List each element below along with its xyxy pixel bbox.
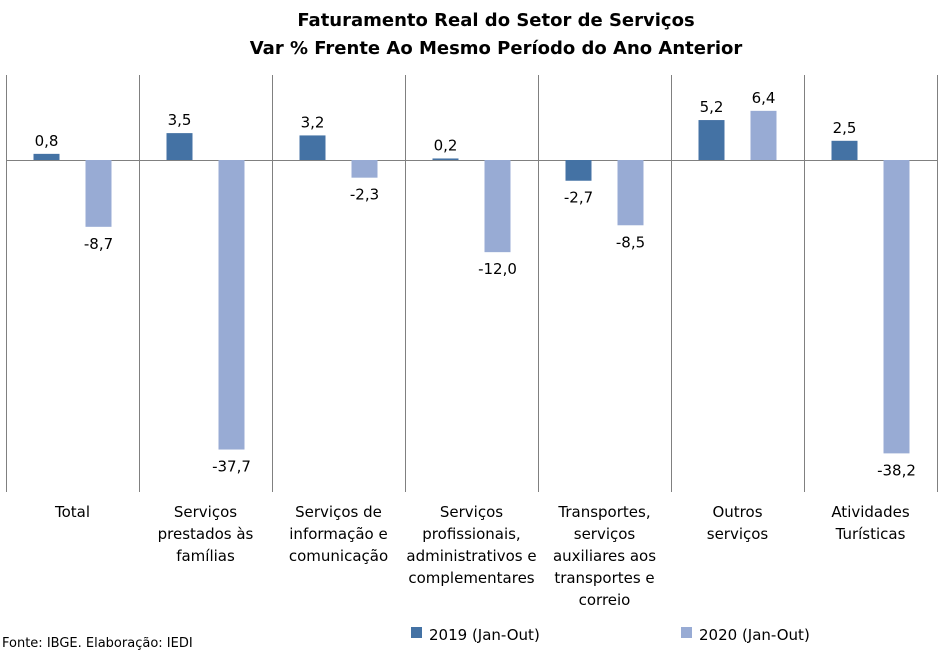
- data-label: 5,2: [700, 98, 724, 116]
- category-label-line: Outros: [712, 503, 762, 521]
- data-label: -37,7: [212, 458, 251, 476]
- data-label: 6,4: [752, 89, 776, 107]
- category-label-line: comunicação: [289, 547, 388, 565]
- category-label: Transportes, serviços auxiliares aos transp…: [553, 503, 656, 609]
- category-label-line: correio: [579, 591, 631, 609]
- category-label-line: prestados às: [158, 525, 254, 543]
- category-label: Serviços prestados às famílias: [158, 503, 254, 565]
- data-label: 0,8: [35, 132, 59, 150]
- category-label: Serviços profissionais, administrativos e c…: [406, 503, 536, 587]
- bar-2019: [33, 153, 60, 160]
- source-note: Fonte: IBGE. Elaboração: IEDI: [2, 636, 193, 651]
- data-label: -12,0: [478, 260, 517, 278]
- bar-2019: [432, 158, 459, 160]
- bar-2019: [698, 120, 725, 160]
- bar-2020: [617, 160, 644, 226]
- data-label: -2,7: [564, 189, 593, 207]
- legend-label: 2019 (Jan-Out): [429, 626, 540, 644]
- data-label: -38,2: [877, 461, 916, 479]
- bar-2020: [351, 160, 378, 178]
- data-label: 3,2: [301, 113, 325, 131]
- category-label: Outros serviços: [707, 503, 769, 543]
- data-label: -8,7: [84, 235, 113, 253]
- bar-2020: [883, 160, 910, 454]
- chart-subtitle: Var % Frente Ao Mesmo Período do Ano Ant…: [250, 38, 743, 59]
- bar-2019: [565, 160, 592, 181]
- legend-swatch: [681, 627, 692, 638]
- category-label-line: serviços: [574, 525, 636, 543]
- legend-label: 2020 (Jan-Out): [699, 626, 810, 644]
- bar-2020: [85, 160, 112, 227]
- bar-2020: [750, 110, 777, 160]
- legend-swatch: [411, 627, 422, 638]
- category-label-line: Total: [54, 503, 90, 521]
- bar-2019: [166, 133, 193, 160]
- data-label: 3,5: [168, 111, 192, 129]
- category-label-line: famílias: [176, 547, 235, 565]
- category-label-line: Turísticas: [835, 525, 906, 543]
- category-label-line: transportes e: [554, 569, 654, 587]
- category-label-line: Atividades: [831, 503, 910, 521]
- data-label: -8,5: [616, 233, 645, 251]
- bar-2019: [299, 135, 326, 160]
- category-label-line: informação e: [289, 525, 387, 543]
- category-label: Atividades Turísticas: [831, 503, 910, 543]
- data-label: -2,3: [350, 186, 379, 204]
- category-label: Serviços de informação e comunicação: [289, 503, 388, 565]
- category-label-line: auxiliares aos: [553, 547, 656, 565]
- category-label-line: Serviços: [440, 503, 503, 521]
- legend: 2019 (Jan-Out) 2020 (Jan-Out): [411, 626, 810, 644]
- bar-2019: [831, 140, 858, 160]
- data-label: 2,5: [833, 119, 857, 137]
- plot-area: 0,8 3,5 3,2 0,2 -2,7 5,2 2,5 -8,7 -37,7 -2,3 -12,0…: [6, 75, 938, 609]
- chart-title: Faturamento Real do Setor de Serviços: [297, 10, 694, 31]
- category-label-line: complementares: [408, 569, 534, 587]
- bar-2020: [484, 160, 511, 253]
- bar-2020: [218, 160, 245, 450]
- category-label-line: profissionais,: [422, 525, 520, 543]
- category-label-line: Serviços: [174, 503, 237, 521]
- category-label-line: Serviços de: [295, 503, 382, 521]
- category-label: Total: [54, 503, 90, 521]
- category-label-line: serviços: [707, 525, 769, 543]
- category-label-line: administrativos e: [406, 547, 536, 565]
- data-label: 0,2: [434, 136, 458, 154]
- category-label-line: Transportes,: [557, 503, 650, 521]
